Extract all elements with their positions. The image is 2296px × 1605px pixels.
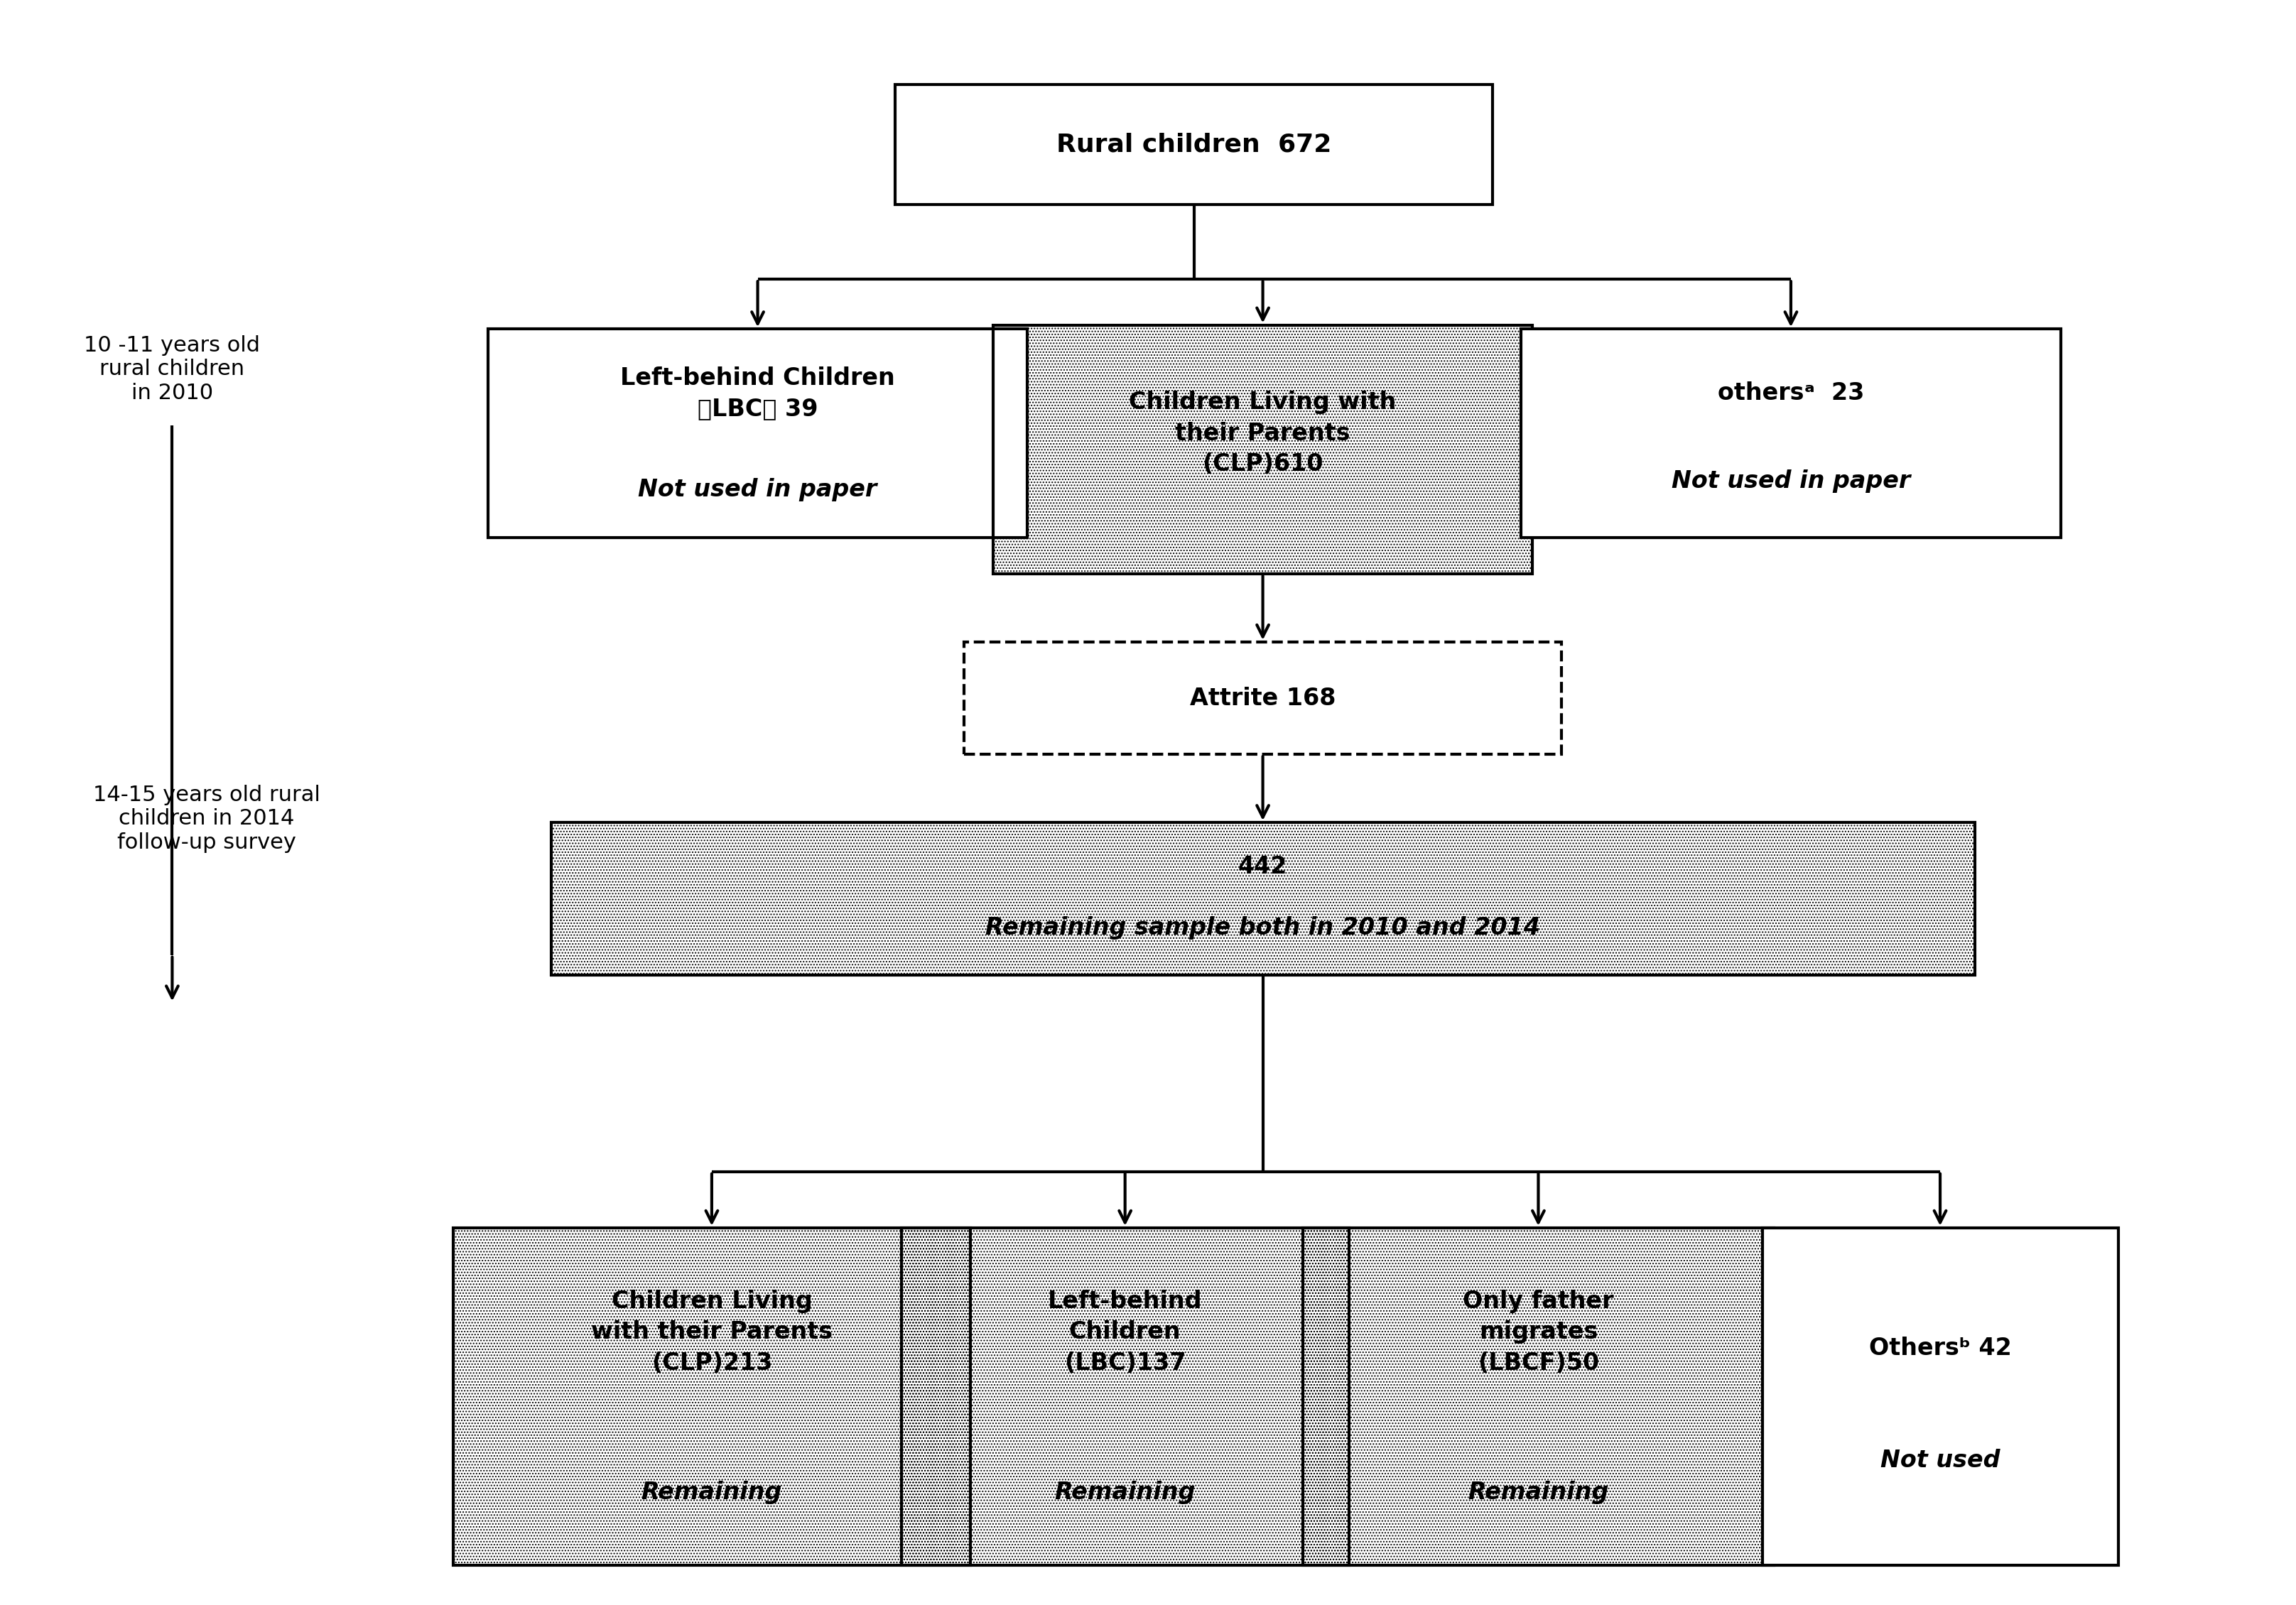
Text: Remaining sample both in 2010 and 2014: Remaining sample both in 2010 and 2014 — [985, 916, 1541, 939]
Text: Not used: Not used — [1880, 1449, 2000, 1472]
Bar — [1304, 1228, 1773, 1565]
Bar — [489, 329, 1029, 538]
Bar — [1304, 1228, 1773, 1565]
Text: Children Living
with their Parents
(CLP)213: Children Living with their Parents (CLP)… — [590, 1289, 833, 1375]
Bar — [900, 1228, 1348, 1565]
Text: Remaining: Remaining — [1054, 1481, 1196, 1504]
Bar — [1763, 1228, 2117, 1565]
Bar — [1304, 1228, 1773, 1565]
Text: Rural children  672: Rural children 672 — [1056, 132, 1332, 157]
Text: Left-behind
Children
(LBC)137: Left-behind Children (LBC)137 — [1047, 1289, 1203, 1375]
Text: Remaining: Remaining — [641, 1481, 783, 1504]
Text: Othersᵇ 42: Othersᵇ 42 — [1869, 1337, 2011, 1359]
Text: 14-15 years old rural
children in 2014
follow-up survey: 14-15 years old rural children in 2014 f… — [94, 785, 319, 852]
Text: Not used in paper: Not used in paper — [638, 478, 877, 501]
Bar — [994, 324, 1531, 575]
Text: Only father
migrates
(LBCF)50: Only father migrates (LBCF)50 — [1463, 1289, 1614, 1375]
Bar — [895, 85, 1492, 204]
Text: Left-behind Children
（LBC） 39: Left-behind Children （LBC） 39 — [620, 366, 895, 421]
Bar — [455, 1228, 969, 1565]
Bar — [551, 822, 1975, 974]
Bar — [994, 324, 1531, 575]
Bar — [900, 1228, 1348, 1565]
Text: Attrite 168: Attrite 168 — [1189, 687, 1336, 709]
Text: Children Living with
their Parents
(CLP)610: Children Living with their Parents (CLP)… — [1130, 390, 1396, 477]
Text: 10 -11 years old
rural children
in 2010: 10 -11 years old rural children in 2010 — [85, 335, 259, 403]
Text: Not used in paper: Not used in paper — [1671, 470, 1910, 493]
Bar — [455, 1228, 969, 1565]
Bar — [900, 1228, 1348, 1565]
Bar — [551, 822, 1975, 974]
Text: othersᵃ  23: othersᵃ 23 — [1717, 382, 1864, 404]
Text: Remaining: Remaining — [1467, 1481, 1609, 1504]
Bar — [1522, 329, 2062, 538]
Bar — [964, 642, 1561, 754]
Bar — [551, 822, 1975, 974]
Bar — [455, 1228, 969, 1565]
Text: 442: 442 — [1238, 855, 1288, 878]
Bar — [994, 324, 1531, 575]
